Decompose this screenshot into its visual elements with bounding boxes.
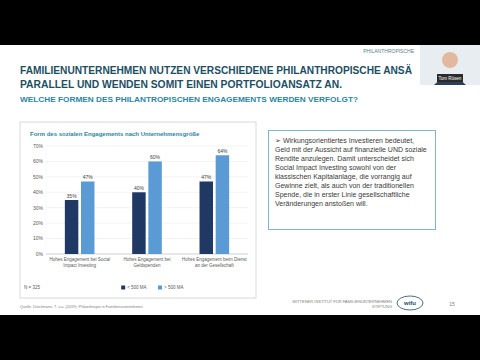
- data-label: 40%: [134, 185, 145, 191]
- x-tick-label-line: an der Gesellschaft: [195, 263, 235, 268]
- slide-title: PARALLEL UND WENDEN SOMIT EINEN PORTFOLI…: [20, 78, 342, 90]
- x-tick-label-line: Hohes Engagement beim Dienst: [182, 257, 248, 262]
- x-tick-label: Hohes Engagement bei SocialImpact Invest…: [49, 257, 110, 268]
- webcam-face: [442, 52, 458, 68]
- bar: [65, 200, 78, 254]
- grid-line: [46, 146, 248, 147]
- logo-text: wifu: [403, 300, 416, 306]
- webcam-name-bg: [437, 74, 463, 82]
- y-axis-line: [46, 146, 47, 254]
- letterbox: [0, 0, 480, 360]
- x-tick-label: Hohes Engagement beiGeldspenden: [123, 257, 170, 268]
- x-tick-label-line: Hohes Engagement bei Social: [49, 257, 110, 262]
- chart-frame: [20, 122, 256, 298]
- logo-ring: [397, 296, 423, 310]
- bar: [148, 161, 161, 254]
- webcam-body: [434, 77, 466, 86]
- slide-header: PHILANTHROPISCHE: [363, 48, 415, 54]
- legend-swatch: [121, 286, 125, 290]
- legend-swatch: [158, 286, 162, 290]
- y-tick-label: 50%: [33, 174, 44, 180]
- text-box: ➢ Wirkungsorientiertes Investieren bedeu…: [268, 130, 436, 230]
- slide-stage: PHILANTHROPISCHE Tom Rüsen FAMILIENUNTERNE…: [0, 0, 480, 360]
- source-note: Quelle: Dieckmann, T. u.a. (2019): Phila…: [20, 305, 143, 309]
- legend-label: < 500 MA: [127, 285, 146, 290]
- bar: [200, 181, 213, 254]
- y-tick-label: 10%: [33, 235, 44, 241]
- bar: [132, 192, 145, 254]
- slide-title: FAMILIENUNTERNEHMEN NUTZEN VERSCHIEDENE …: [20, 64, 412, 76]
- chart-title: Form des sozialen Engagements nach Unter…: [30, 131, 200, 137]
- footer-institute: STIFTUNG: [372, 304, 392, 309]
- slide-background: [0, 45, 480, 315]
- data-label: 60%: [150, 154, 161, 160]
- data-label: 64%: [217, 148, 228, 154]
- y-tick-label: 0%: [36, 251, 44, 257]
- y-tick-label: 30%: [33, 205, 44, 211]
- speaker-name: Tom Rüsen: [439, 76, 462, 81]
- sample-note: N = 325: [24, 285, 40, 290]
- y-tick-label: 40%: [33, 189, 44, 195]
- y-tick-label: 20%: [33, 220, 44, 226]
- y-tick-label: 70%: [33, 143, 44, 149]
- data-label: 47%: [201, 174, 212, 180]
- bars: [65, 155, 229, 254]
- x-tick-label-line: Geldspenden: [134, 263, 161, 268]
- x-tick-label: Hohes Engagement beim Dienstan der Gesel…: [182, 257, 248, 268]
- webcam-background: [420, 45, 480, 85]
- data-label: 47%: [83, 174, 94, 180]
- data-label: 35%: [67, 193, 78, 199]
- bar: [81, 181, 94, 254]
- page-number: 15: [449, 301, 455, 307]
- legend-label: > 500 MA: [164, 285, 183, 290]
- slide-subtitle: WELCHE FORMEN DES PHILANTROPISCHEN ENGAG…: [20, 95, 358, 104]
- webcam-frame: [420, 45, 480, 85]
- x-tick-label-line: Hohes Engagement bei: [123, 257, 170, 262]
- y-tick-label: 60%: [33, 158, 44, 164]
- x-tick-label-line: Impact Investing: [63, 263, 96, 268]
- text-box-text: ➢ Wirkungsorientiertes Investieren bedeu…: [275, 137, 427, 207]
- bar: [216, 155, 229, 254]
